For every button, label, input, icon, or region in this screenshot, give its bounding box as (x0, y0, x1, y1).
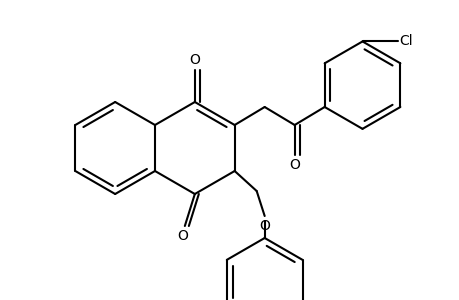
Text: Cl: Cl (399, 34, 412, 49)
Text: O: O (289, 158, 299, 172)
Text: O: O (259, 219, 269, 233)
Text: O: O (177, 229, 188, 243)
Text: O: O (189, 53, 200, 67)
